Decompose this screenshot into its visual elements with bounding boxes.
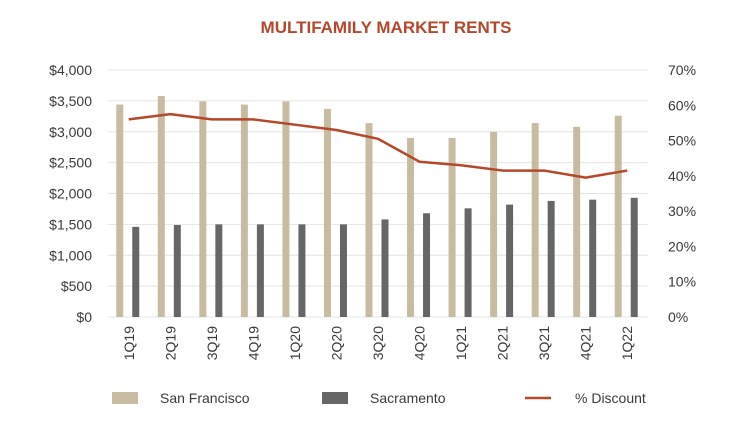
bar-san-francisco xyxy=(573,126,581,317)
bar-sacramento xyxy=(506,204,514,317)
grid xyxy=(108,69,648,318)
bar-san-francisco xyxy=(448,137,456,317)
right-tick-label: 20% xyxy=(668,238,696,254)
legend: San Francisco Sacramento % Discount xyxy=(112,390,646,406)
right-tick-label: 70% xyxy=(668,62,696,78)
left-tick-label: $1,500 xyxy=(49,216,92,232)
x-tick-label: 3Q21 xyxy=(536,326,552,360)
right-tick-label: 0% xyxy=(668,309,688,325)
left-axis: $0 $500 $1,000 $1,500 $2,000 $2,500 $3,000 $3,5… xyxy=(49,62,92,325)
x-tick-label: 1Q21 xyxy=(453,326,469,360)
right-tick-label: 50% xyxy=(668,133,696,149)
legend-label-sacramento: Sacramento xyxy=(370,390,446,406)
x-tick-label: 3Q19 xyxy=(204,326,220,360)
bar-sacramento xyxy=(256,224,264,317)
bar-sacramento xyxy=(339,224,347,317)
bar-san-francisco xyxy=(199,101,207,318)
bar-san-francisco xyxy=(531,123,539,317)
x-tick-label: 2Q20 xyxy=(328,326,344,360)
left-tick-label: $3,000 xyxy=(49,124,92,140)
discount-line xyxy=(128,112,628,179)
bar-san-francisco xyxy=(157,95,165,317)
x-tick-label: 3Q20 xyxy=(370,326,386,360)
legend-label-san-francisco: San Francisco xyxy=(160,390,250,406)
right-axis: 0% 10% 20% 30% 40% 50% 60% 70% xyxy=(668,62,696,325)
bar-sacramento xyxy=(589,199,597,317)
legend-swatch-san-francisco xyxy=(112,392,138,404)
x-axis: 1Q19 2Q19 3Q19 4Q19 1Q20 2Q20 3Q20 4Q20 1Q21 2Q21… xyxy=(121,326,635,360)
bar-sacramento xyxy=(630,197,638,317)
right-tick-label: 40% xyxy=(668,168,696,184)
x-tick-label: 1Q22 xyxy=(619,326,635,360)
bar-san-francisco xyxy=(365,123,373,317)
left-tick-label: $2,000 xyxy=(49,186,92,202)
legend-label-discount: % Discount xyxy=(575,390,646,406)
bar-sacramento xyxy=(132,226,140,317)
bar-san-francisco xyxy=(614,115,622,317)
x-tick-label: 1Q20 xyxy=(287,326,303,360)
x-tick-label: 4Q21 xyxy=(578,326,594,360)
bar-san-francisco xyxy=(116,104,124,317)
discount-line-group xyxy=(128,112,628,179)
bar-san-francisco xyxy=(282,101,290,318)
x-tick-label: 4Q20 xyxy=(412,326,428,360)
right-tick-label: 10% xyxy=(668,274,696,290)
left-tick-label: $1,000 xyxy=(49,247,92,263)
bar-sacramento xyxy=(423,213,431,317)
left-tick-label: $3,500 xyxy=(49,93,92,109)
bar-sacramento xyxy=(464,208,472,317)
chart-title: MULTIFAMILY MARKET RENTS xyxy=(261,18,512,37)
bar-san-francisco xyxy=(490,131,498,317)
x-tick-label: 1Q19 xyxy=(121,326,137,360)
left-tick-label: $0 xyxy=(76,309,92,325)
right-tick-label: 30% xyxy=(668,203,696,219)
bar-sacramento xyxy=(547,200,555,317)
x-tick-label: 2Q19 xyxy=(162,326,178,360)
bar-san-francisco xyxy=(323,108,331,317)
bar-sacramento xyxy=(381,219,389,317)
left-tick-label: $4,000 xyxy=(49,62,92,78)
x-tick-label: 4Q19 xyxy=(245,326,261,360)
bar-sacramento xyxy=(173,224,181,317)
bar-sacramento xyxy=(298,224,306,317)
x-tick-label: 2Q21 xyxy=(495,326,511,360)
legend-swatch-sacramento xyxy=(322,392,348,404)
bar-san-francisco xyxy=(407,137,415,317)
left-tick-label: $2,500 xyxy=(49,155,92,171)
bar-sacramento xyxy=(215,224,223,317)
bar-san-francisco xyxy=(240,104,248,317)
bars xyxy=(116,95,638,318)
left-tick-label: $500 xyxy=(61,278,92,294)
right-tick-label: 60% xyxy=(668,97,696,113)
